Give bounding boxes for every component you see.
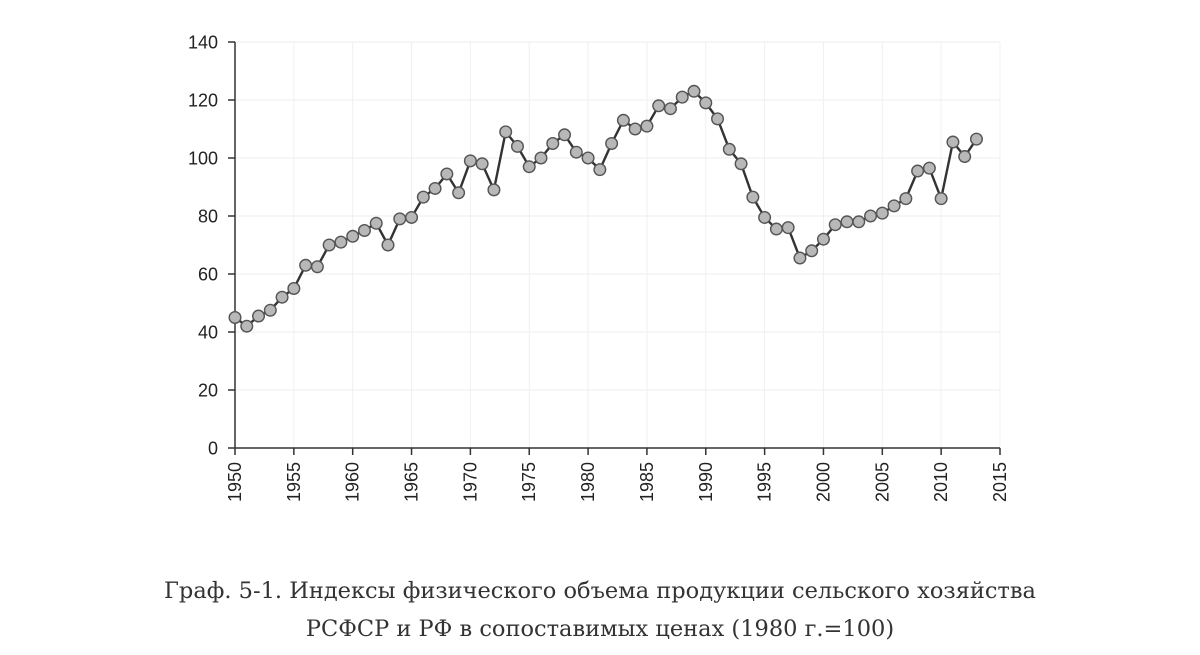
data-point [369,216,383,230]
y-axis-ticks: 0 20 40 60 80 100 120 140 [188,33,235,459]
data-point [334,235,348,249]
data-point [946,135,960,149]
data-point [746,190,760,204]
data-point [805,244,819,258]
y-tick-label: 20 [198,381,218,401]
series-line [234,90,978,328]
x-axis-ticks: 1950 1955 1960 1965 1970 1975 1980 1985 1990 1995… [225,448,1010,502]
data-point [675,90,689,104]
data-point [546,136,560,150]
data-point [463,154,477,168]
data-point [428,181,442,195]
data-point [628,122,642,136]
data-point [663,102,677,116]
data-point [558,128,572,142]
data-point [357,223,371,237]
data-point [475,157,489,171]
data-point [616,113,630,127]
x-tick-label: 1995 [755,462,775,502]
data-point [840,215,854,229]
data-point [911,164,925,178]
data-point [640,119,654,133]
data-point [816,232,830,246]
data-point [240,319,254,333]
data-point [393,212,407,226]
data-point [969,132,983,146]
data-point [381,238,395,252]
data-point [922,161,936,175]
data-point [581,151,595,165]
data-point [852,215,866,229]
data-point [522,160,536,174]
x-tick-label: 1950 [225,462,245,502]
data-point [228,311,242,325]
data-point [310,260,324,274]
data-point [287,282,301,296]
data-point [452,186,466,200]
y-tick-label: 40 [198,323,218,343]
data-point [887,199,901,213]
x-tick-label: 1990 [696,462,716,502]
data-point [958,150,972,164]
data-point [769,222,783,236]
data-point [499,125,513,139]
data-point [275,290,289,304]
data-point [781,221,795,235]
data-point [734,157,748,171]
data-point [405,210,419,224]
data-point [722,142,736,156]
data-point [416,190,430,204]
data-point [534,151,548,165]
x-tick-label: 2015 [990,462,1010,502]
data-point [934,192,948,206]
data-point [440,167,454,181]
data-point [252,309,266,323]
x-tick-label: 2005 [872,462,892,502]
x-tick-label: 2010 [931,462,951,502]
axes [234,42,1000,449]
caption-line-2: РСФСР и РФ в сопоставимых ценах (1980 г.… [305,616,895,642]
data-point [864,209,878,223]
data-point [593,163,607,177]
y-tick-label: 120 [188,91,218,111]
data-point [569,145,583,159]
x-tick-label: 2000 [813,462,833,502]
y-tick-label: 0 [208,439,218,459]
data-point [299,258,313,272]
y-tick-label: 60 [198,265,218,285]
grid-lines [235,41,1001,448]
data-point [346,229,360,243]
x-tick-label: 1955 [284,462,304,502]
x-tick-label: 1980 [578,462,598,502]
y-tick-label: 100 [188,149,218,169]
data-point [605,136,619,150]
data-point [510,139,524,153]
data-point [699,96,713,110]
x-tick-label: 1975 [519,462,539,502]
data-point [758,210,772,224]
y-tick-label: 80 [198,207,218,227]
x-tick-label: 1985 [637,462,657,502]
data-point [875,206,889,220]
data-point [687,84,701,98]
data-point [828,218,842,232]
figure-caption: Граф. 5-1. Индексы физического объема пр… [0,572,1200,648]
data-point [711,112,725,126]
x-tick-label: 1960 [343,462,363,502]
data-point [899,192,913,206]
x-tick-label: 1970 [460,462,480,502]
data-point [793,251,807,265]
data-point [322,238,336,252]
x-tick-label: 1965 [402,462,422,502]
data-series [228,84,983,333]
data-point [263,303,277,317]
data-point [652,99,666,113]
data-point [487,183,501,197]
y-tick-label: 140 [188,33,218,53]
caption-line-1: Граф. 5-1. Индексы физического объема пр… [164,578,1036,604]
